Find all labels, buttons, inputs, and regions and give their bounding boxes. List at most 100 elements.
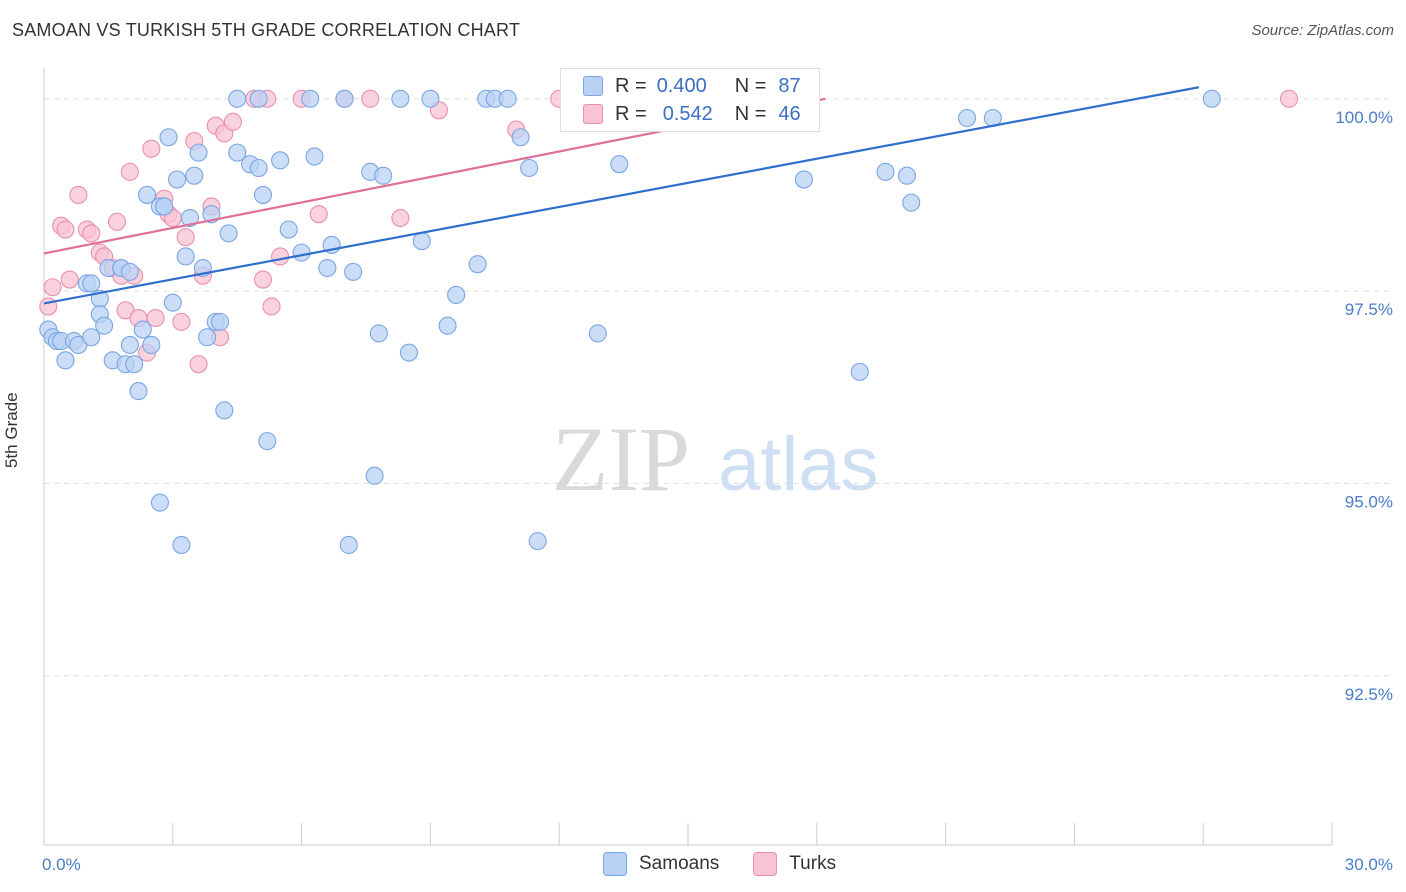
samoans-point [172,535,191,555]
legend-item-samoans[interactable]: Samoans [603,852,719,876]
samoans-point [163,293,182,312]
samoans-point [365,466,384,485]
samoans-point [249,89,268,108]
samoans-r-label: R = [615,74,647,97]
samoans-point [412,232,431,251]
turks-point [60,270,79,289]
samoans-point [958,108,977,128]
turks-point [120,162,139,181]
samoans-n-value: 87 [778,74,801,97]
turks-point [107,212,127,231]
turks-point [309,205,328,224]
samoans-point [56,351,75,370]
samoans-point [120,335,139,355]
samoans-point [610,155,629,174]
samoans-point [133,320,152,339]
samoans-point [528,532,547,551]
turks-point [253,270,273,289]
samoans-point [95,316,114,335]
samoans-legend-label: Samoans [639,853,720,874]
samoans-point [228,143,247,162]
samoans-point [897,166,917,185]
samoans-point [511,128,530,147]
turks-point [223,112,242,131]
chart-title: SAMOAN VS TURKISH 5TH GRADE CORRELATION … [12,20,521,40]
turks-point [82,224,101,243]
samoans-point [258,432,277,451]
samoans-point [850,362,869,381]
samoans-r-value: 0.400 [656,74,707,97]
samoans-point [198,328,217,347]
samoans-point [391,89,410,108]
legend-row-samoans: R = 0.400 N = 87 [583,73,801,99]
samoans-swatch [583,76,603,96]
samoans-point [150,493,169,512]
axes [43,68,1333,846]
turks-n-label: N = [734,102,767,125]
samoans-point [335,89,354,108]
turks-point [142,139,161,158]
samoans-point [219,224,238,243]
y-tick-label: 95.0% [1345,492,1393,511]
turks-r-label: R = [615,102,647,125]
turks-point [176,228,195,247]
watermark-atlas: atlas [718,422,879,507]
turks-point [262,297,281,316]
samoans-point [498,89,517,108]
turks-point [271,247,290,266]
turks-n-value: 46 [778,102,801,125]
samoans-point [1202,89,1221,108]
samoans-point [305,147,324,166]
samoans-point [438,316,457,335]
samoans-point [588,324,607,343]
turks-point [69,185,88,204]
samoans-point [129,382,148,401]
samoans-point [210,312,230,331]
stats-legend: R = 0.400 N = 87 R = 0.542 N = 46 [560,68,820,132]
samoans-trend-line [43,86,1200,305]
turks-r-value: 0.542 [662,102,713,125]
samoans-points [39,89,1221,555]
samoans-point [468,255,487,274]
samoans-point [142,335,161,355]
turks-swatch [583,104,603,124]
samoans-point [215,401,234,420]
source-label: Source: ZipAtlas.com [1251,22,1394,39]
samoans-point [249,158,268,178]
samoans-point [374,166,393,185]
turks-legend-swatch [753,852,778,876]
samoans-point [292,243,311,262]
samoans-point [301,89,320,108]
samoans-point [369,324,388,343]
samoans-point [168,170,187,189]
samoans-point [180,208,200,228]
samoans-point [794,170,813,189]
samoans-point [228,89,247,108]
turks-legend-label: Turks [789,853,837,874]
turks-point [391,208,410,228]
legend-item-turks[interactable]: Turks [753,852,836,876]
turks-point [43,278,62,297]
turks-point [146,308,165,328]
samoans-point [399,343,418,362]
series-legend: Samoans Turks [603,852,870,876]
x-tick-label: 0.0% [42,855,81,874]
watermark-zip: ZIP [552,408,690,510]
samoans-point [279,220,298,239]
samoans-point [159,128,178,147]
gridlines [44,98,1392,677]
samoans-legend-swatch [603,852,627,876]
samoans-point [125,355,144,374]
samoans-n-label: N = [734,74,767,97]
watermark: ZIP atlas [552,408,879,510]
samoans-point [421,89,440,108]
samoans-point [447,285,466,304]
samoans-point [271,151,290,170]
samoans-point [902,193,921,212]
samoans-point [520,158,539,178]
samoans-point [185,166,204,185]
y-tick-label: 97.5% [1345,300,1393,319]
turks-point [361,89,380,108]
turks-point [172,312,191,331]
